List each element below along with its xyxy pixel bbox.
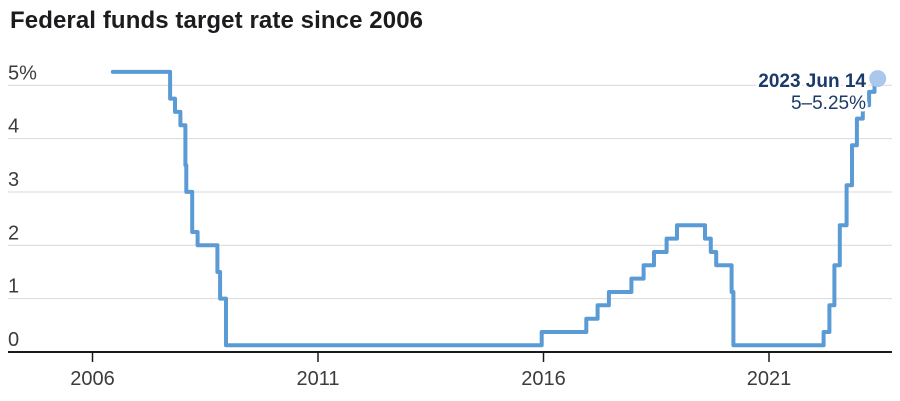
x-axis-label: 2011 <box>296 368 339 390</box>
y-axis-labels: 0 1 2 3 4 5% <box>8 62 37 351</box>
x-axis-label: 2021 <box>747 368 792 390</box>
annotation-range: 5–5.25% <box>791 93 866 114</box>
x-axis-label: 2006 <box>70 368 115 390</box>
y-axis-label: 0 <box>8 329 19 351</box>
y-axis-label: 1 <box>8 276 19 298</box>
y-axis-label: 2 <box>8 222 19 244</box>
gridlines <box>8 84 892 300</box>
y-axis-label: 5% <box>8 62 37 84</box>
rate-line <box>110 69 880 348</box>
y-axis-label: 3 <box>8 169 19 191</box>
x-axis-label: 2016 <box>521 368 566 390</box>
x-axis: 2006 2011 2016 2021 <box>8 351 892 390</box>
end-point-dot <box>869 70 887 88</box>
annotation-date: 2023 Jun 14 <box>758 71 866 92</box>
y-axis-label: 4 <box>8 116 19 138</box>
chart-title: Federal funds target rate since 2006 <box>10 7 424 34</box>
